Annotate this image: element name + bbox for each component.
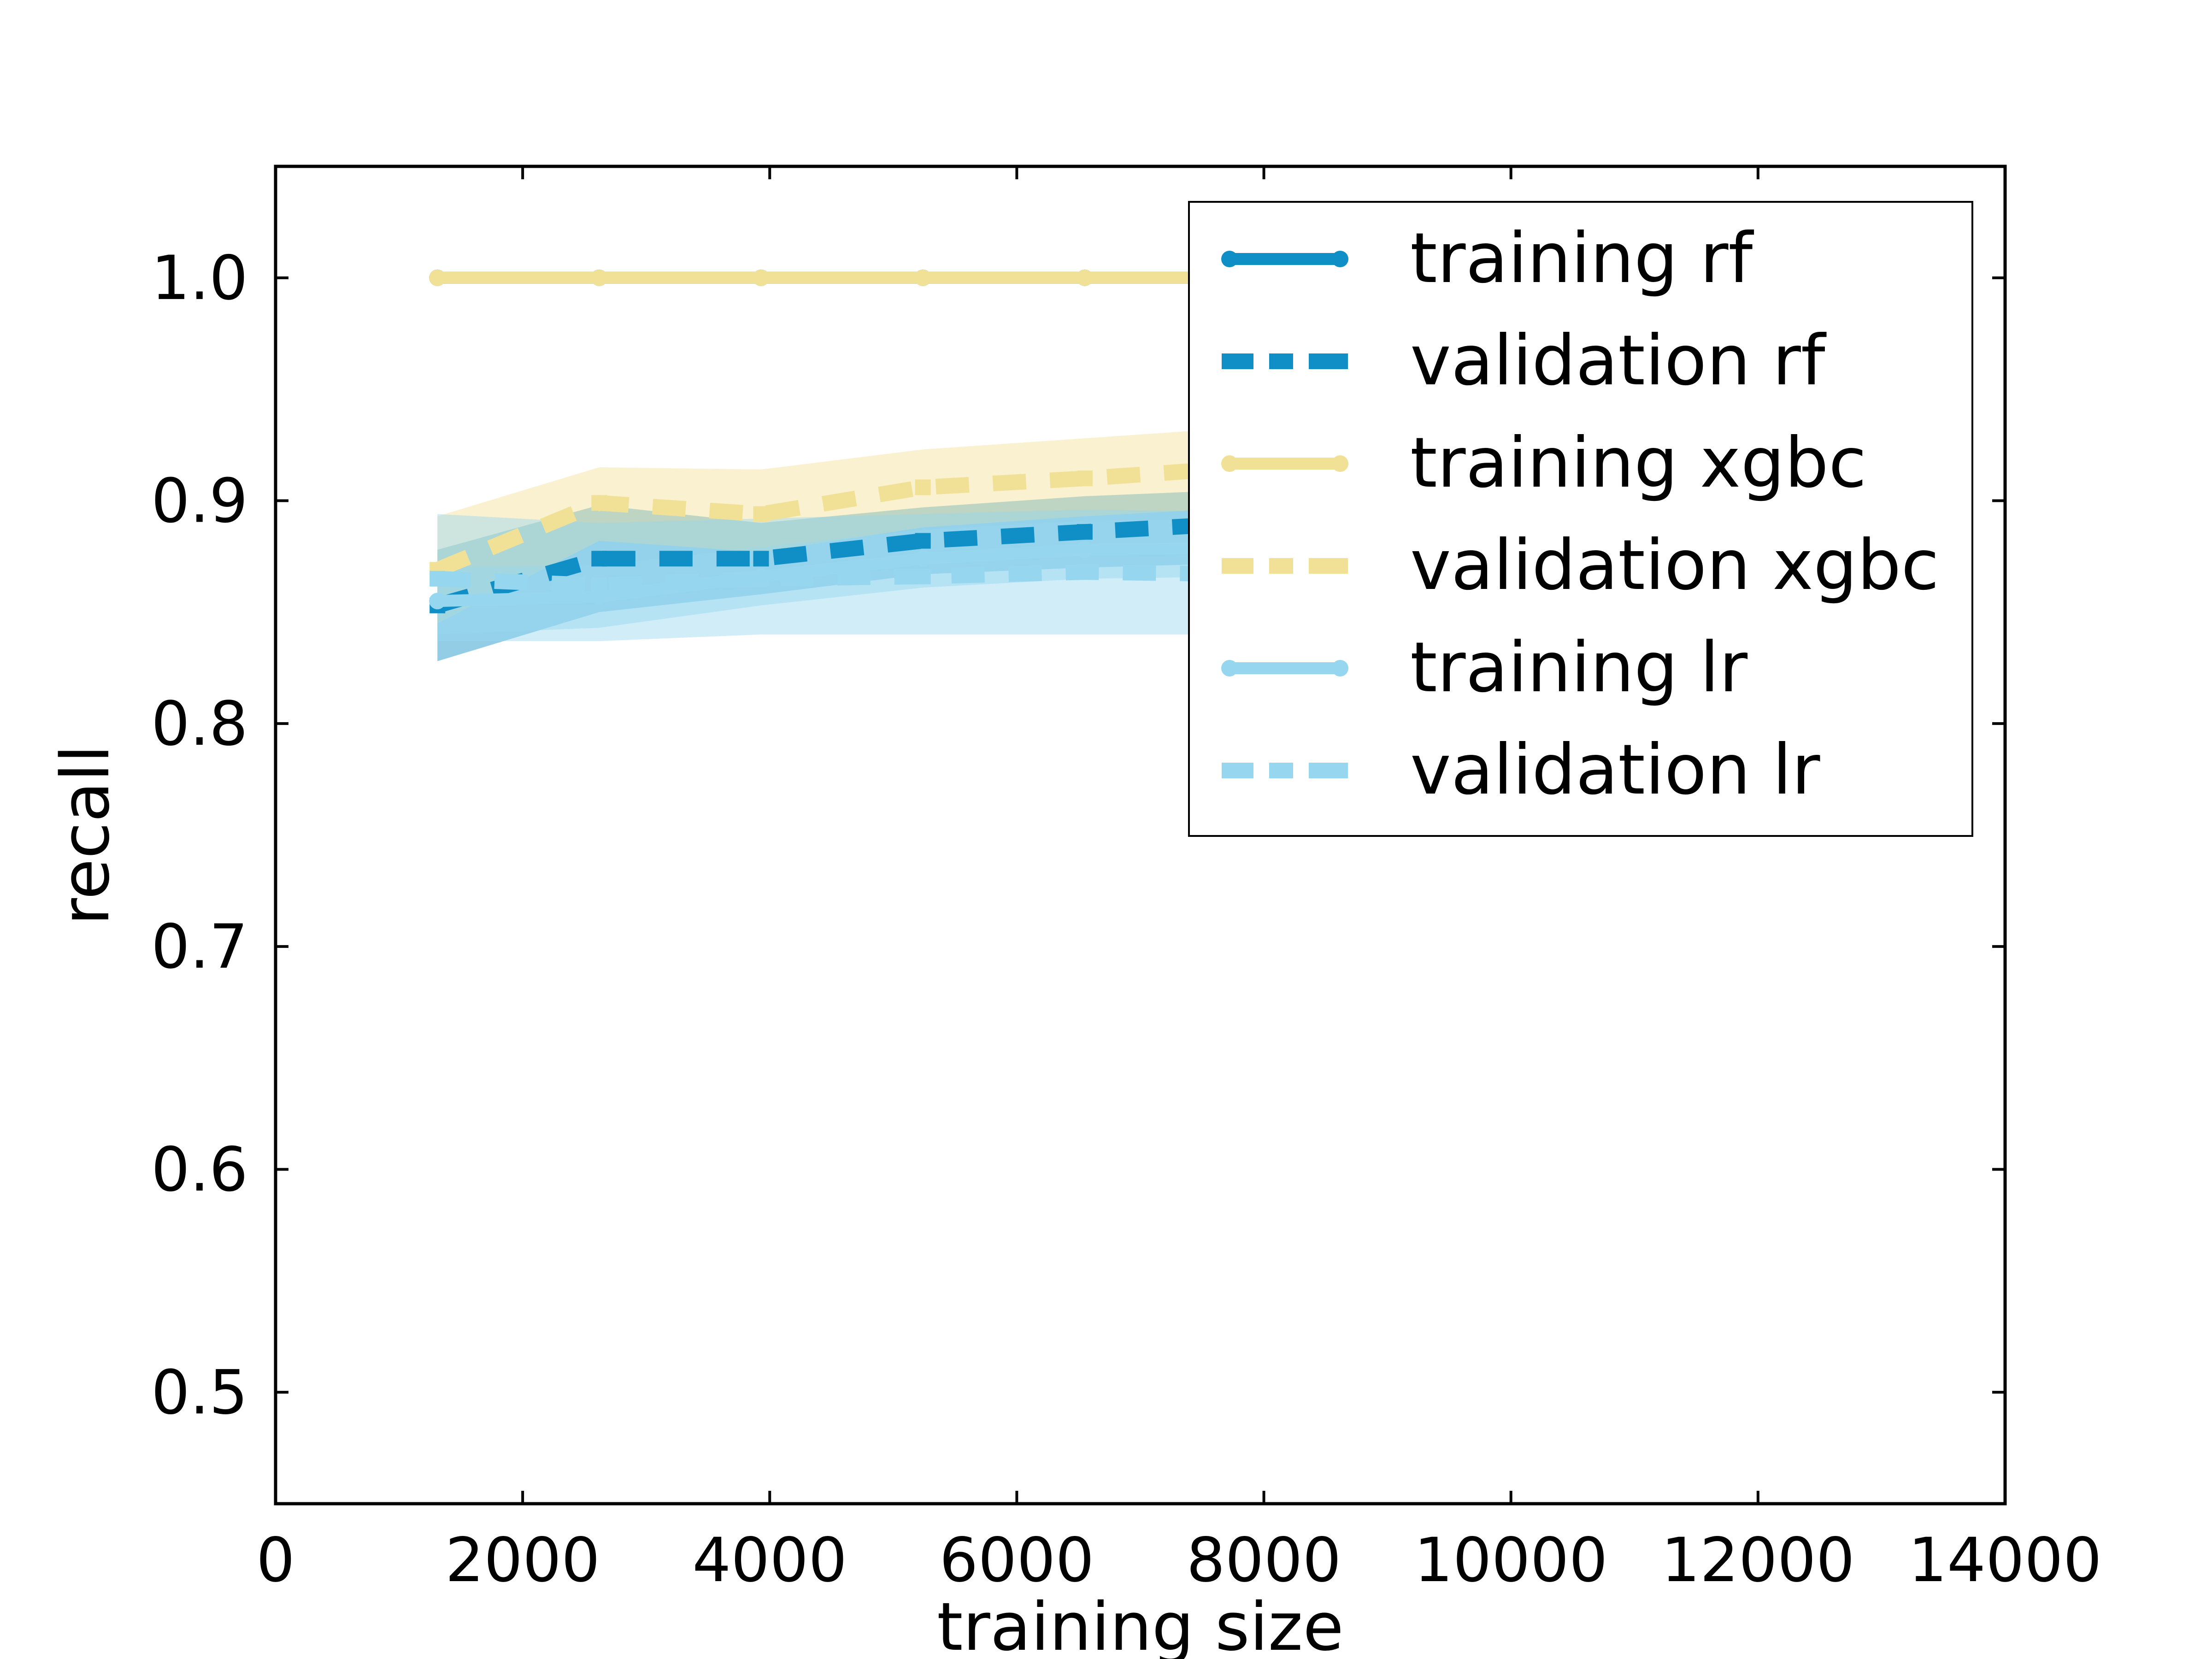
- point-validation-xgbc-1: [591, 495, 607, 511]
- point-training-xgbc-3: [914, 269, 931, 286]
- legend-marker-start-validation-lr: [1222, 763, 1237, 778]
- legend-label-training-xgbc: training xgbc: [1410, 423, 1866, 503]
- line-validation-xgbc: [434, 459, 1247, 577]
- band-validation-xgbc: [437, 427, 1247, 624]
- point-validation-rf-2: [753, 551, 769, 567]
- point-validation-rf-1: [591, 551, 607, 567]
- line-validation-rf: [435, 515, 1247, 613]
- x-tick-label-6: 12000: [1661, 1525, 1855, 1596]
- legend-marker-end-training-rf: [1332, 251, 1348, 267]
- x-axis-label: training size: [937, 1588, 1344, 1659]
- x-tick-label-0: 0: [256, 1525, 295, 1596]
- legend-marker-start-validation-xgbc: [1222, 558, 1237, 574]
- point-validation-xgbc-3: [915, 479, 931, 495]
- y-tick-label-4: 0.9: [151, 466, 248, 537]
- point-validation-lr-3: [915, 568, 931, 584]
- axes: 0 2000 4000 6000 8000 10000 12000 14000 0.5 0.6 0.…: [47, 165, 2102, 1659]
- point-validation-rf-4: [1077, 524, 1093, 540]
- x-tick-label-3: 6000: [939, 1525, 1094, 1596]
- plot-frame: [274, 165, 2007, 1506]
- point-validation-xgbc-4: [1077, 471, 1093, 487]
- point-training-xgbc-1: [591, 269, 608, 286]
- point-validation-lr-4: [1077, 564, 1093, 580]
- x-tick-label-5: 10000: [1414, 1525, 1608, 1596]
- point-training-xgbc-4: [1076, 269, 1093, 286]
- point-training-lr-0: [429, 593, 446, 610]
- y-tick-label-3: 0.8: [151, 688, 248, 759]
- point-validation-rf-3: [915, 533, 931, 549]
- y-axis-label: recall: [47, 745, 124, 925]
- y-tick-label-2: 0.7: [151, 912, 248, 982]
- legend-box: [1188, 201, 1973, 837]
- point-training-xgbc-0: [429, 269, 446, 286]
- point-validation-lr-0: [429, 571, 446, 587]
- legend-label-training-rf: training rf: [1410, 218, 1754, 299]
- legend-marker-start-training-lr: [1221, 660, 1238, 677]
- legend-marker-start-training-rf: [1221, 251, 1238, 267]
- legend-label-validation-xgbc: validation xgbc: [1410, 525, 1939, 606]
- legend-marker-end-validation-rf: [1332, 353, 1348, 369]
- legend-label-validation-lr: validation lr: [1410, 730, 1820, 810]
- point-training-xgbc-2: [753, 269, 770, 286]
- line-training-lr: [437, 541, 1247, 607]
- x-tick-label-7: 14000: [1908, 1525, 2102, 1596]
- legend-label-training-lr: training lr: [1410, 628, 1747, 708]
- point-training-lr-3: [914, 550, 931, 567]
- y-tick-label-5: 1.0: [151, 243, 248, 314]
- legend-label-validation-rf: validation rf: [1410, 321, 1827, 401]
- x-tick-label-4: 8000: [1187, 1525, 1341, 1596]
- point-validation-xgbc-2: [753, 506, 769, 522]
- legend-marker-end-training-xgbc: [1332, 455, 1348, 472]
- y-tick-label-1: 0.6: [151, 1135, 248, 1206]
- line-validation-lr: [437, 564, 1247, 594]
- series-lines: [429, 269, 1255, 613]
- y-tick-label-0: 0.5: [151, 1357, 248, 1428]
- legend-marker-end-training-lr: [1332, 660, 1348, 677]
- x-tick-label-1: 2000: [445, 1525, 600, 1596]
- legend-marker-end-validation-xgbc: [1332, 558, 1348, 574]
- point-training-lr-4: [1076, 541, 1093, 558]
- legend-marker-start-training-xgbc: [1221, 455, 1238, 472]
- point-validation-lr-2: [753, 571, 769, 587]
- legend: training rf validation rf training xgbc val…: [1188, 201, 1973, 837]
- x-tick-label-2: 4000: [692, 1525, 847, 1596]
- legend-marker-end-validation-lr: [1332, 763, 1348, 778]
- legend-marker-start-validation-rf: [1222, 353, 1237, 369]
- point-validation-lr-1: [591, 577, 607, 594]
